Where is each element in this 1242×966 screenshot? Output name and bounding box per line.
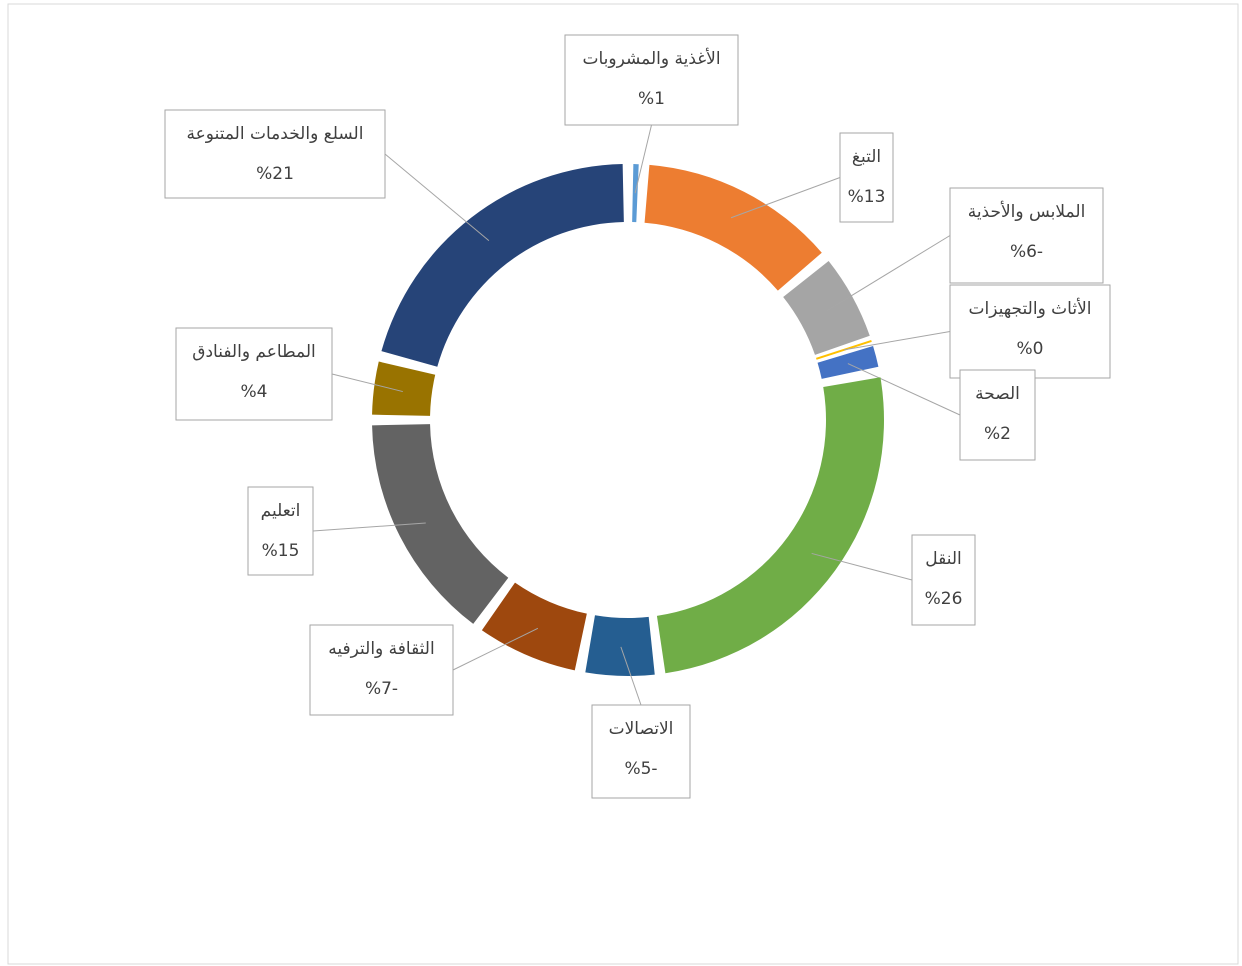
callout-box bbox=[949, 187, 1104, 284]
value-label: %4 bbox=[241, 382, 268, 402]
category-label: الاتصالات bbox=[609, 719, 674, 739]
callout-box bbox=[309, 624, 454, 716]
callout-box bbox=[949, 284, 1111, 379]
value-label: %15 bbox=[262, 541, 300, 561]
category-label: الثقافة والترفيه bbox=[328, 639, 434, 659]
callout-box bbox=[175, 327, 333, 421]
category-label: اتعليم bbox=[261, 501, 301, 521]
category-label: الصحة bbox=[975, 384, 1020, 404]
category-label: النقل bbox=[925, 549, 962, 569]
slice bbox=[644, 164, 822, 291]
category-label: الأغذية والمشروبات bbox=[582, 48, 720, 69]
leader-line bbox=[730, 177, 841, 219]
leader-line bbox=[620, 646, 642, 706]
leader-line bbox=[843, 331, 951, 351]
slice bbox=[817, 346, 879, 379]
chart-frame bbox=[7, 3, 1239, 965]
leader-line bbox=[847, 363, 961, 416]
category-label: الملابس والأحذية bbox=[968, 201, 1086, 222]
callout-box bbox=[911, 534, 976, 626]
leader-line bbox=[634, 124, 652, 194]
leader-line bbox=[384, 153, 490, 242]
category-label: المطاعم والفنادق bbox=[192, 342, 316, 362]
category-label: السلع والخدمات المتنوعة bbox=[187, 124, 364, 144]
slice bbox=[783, 260, 870, 355]
slice bbox=[481, 582, 587, 671]
value-label: %6- bbox=[1010, 242, 1043, 262]
leader-line bbox=[452, 627, 539, 671]
category-label: التبغ bbox=[852, 147, 881, 167]
slice bbox=[381, 164, 624, 367]
leader-line bbox=[811, 552, 913, 581]
value-label: %21 bbox=[256, 164, 294, 184]
callout-box bbox=[591, 704, 691, 799]
callout-box bbox=[564, 34, 739, 126]
callout-box bbox=[164, 109, 386, 199]
slice bbox=[372, 361, 436, 416]
category-label: الأثاث والتجهيزات bbox=[968, 298, 1091, 319]
leader-line bbox=[312, 522, 426, 532]
slice bbox=[656, 377, 884, 674]
slice bbox=[585, 615, 655, 676]
value-label: %26 bbox=[925, 589, 963, 609]
value-label: %0 bbox=[1017, 339, 1044, 359]
value-label: %7- bbox=[365, 679, 398, 699]
callout-box bbox=[247, 486, 314, 576]
value-label: %5- bbox=[624, 759, 657, 779]
slice bbox=[372, 424, 509, 624]
leader-line bbox=[331, 373, 403, 393]
callout-box bbox=[839, 132, 894, 223]
value-label: %1 bbox=[638, 89, 665, 109]
value-label: %2 bbox=[984, 424, 1011, 444]
leader-line bbox=[826, 235, 951, 312]
callout-box bbox=[959, 369, 1036, 461]
value-label: %13 bbox=[848, 187, 886, 207]
